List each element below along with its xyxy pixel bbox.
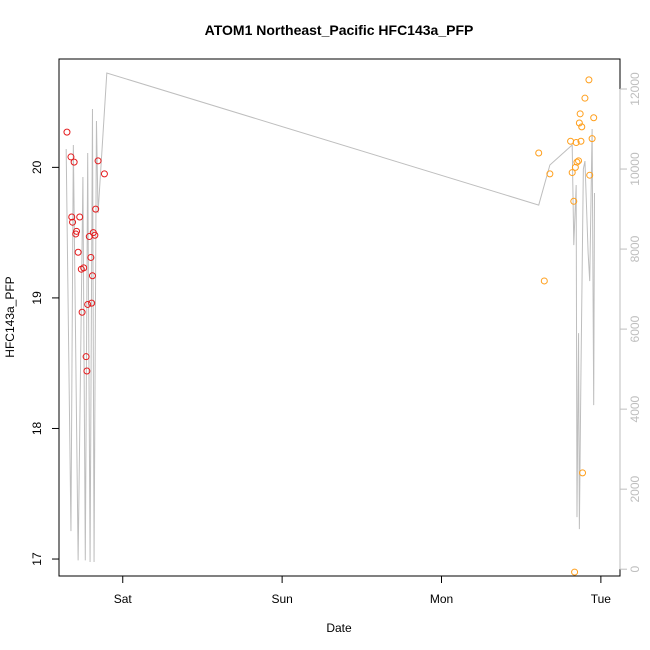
series2-point (572, 139, 580, 147)
y-tick-label: 17 (30, 552, 44, 566)
series1-point (83, 367, 91, 375)
series1-point (87, 253, 95, 261)
y2-tick-label: 6000 (628, 315, 642, 342)
series1-point (88, 299, 96, 307)
series1-point (80, 264, 88, 272)
y-tick-label: 20 (30, 160, 44, 174)
y2-tick-label: 0 (628, 566, 642, 573)
series2-point (585, 76, 593, 84)
series1-point (68, 213, 76, 221)
series1-point (82, 353, 90, 361)
series1-point (74, 248, 82, 256)
x-tick-label: Tue (591, 592, 612, 606)
series2-point (586, 171, 594, 179)
series2-point (575, 157, 583, 165)
y2-tick-label: 10000 (628, 152, 642, 186)
series2-point (575, 119, 583, 127)
series1-point (91, 231, 99, 239)
series2-point (578, 123, 586, 131)
series1-point (88, 272, 96, 280)
y2-tick-label: 2000 (628, 475, 642, 502)
y-axis: 17 18 19 20 (30, 160, 60, 566)
series2-point (535, 149, 543, 157)
series1-point (69, 218, 77, 226)
series1-point (70, 158, 78, 166)
series2-point (588, 135, 596, 143)
series1-point (84, 300, 92, 308)
series2-point (567, 137, 575, 145)
series1-point (73, 227, 81, 235)
x-tick-label: Mon (430, 592, 453, 606)
y2-series-line (65, 72, 595, 562)
series2-point (581, 94, 589, 102)
series1-point (92, 205, 100, 213)
series1-point (100, 170, 108, 178)
series2-point (577, 137, 585, 145)
series1-point (94, 157, 102, 165)
y-tick-label: 19 (30, 291, 44, 305)
line-layer (65, 72, 595, 562)
y2-axis: 0 2000 4000 6000 8000 10000 12000 (619, 72, 642, 573)
y-tick-label: 18 (30, 421, 44, 435)
series2-point (579, 469, 587, 477)
series1-point (78, 308, 86, 316)
series2-point (546, 170, 554, 178)
series1-point (76, 213, 84, 221)
series1-point (63, 128, 71, 136)
y2-tick-label: 12000 (628, 72, 642, 106)
series2-point (571, 568, 579, 576)
y2-tick-label: 4000 (628, 395, 642, 422)
series2-point (570, 197, 578, 205)
plot-frame (58, 58, 621, 577)
y2-tick-label: 8000 (628, 235, 642, 262)
x-tick-label: Sun (271, 592, 292, 606)
series2-point (573, 158, 581, 166)
x-axis: Sat Sun Mon Tue (114, 575, 612, 606)
y-axis-label: HFC143a_PFP (3, 276, 17, 357)
x-axis-label: Date (326, 621, 352, 635)
series1-point (67, 153, 75, 161)
series2-point (568, 169, 576, 177)
points-layer (63, 76, 598, 576)
x-tick-label: Sat (114, 592, 133, 606)
series2-point (540, 277, 548, 285)
chart-title: ATOM1 Northeast_Pacific HFC143a_PFP (205, 22, 474, 38)
series2-point (590, 114, 598, 122)
series2-point (576, 110, 584, 118)
